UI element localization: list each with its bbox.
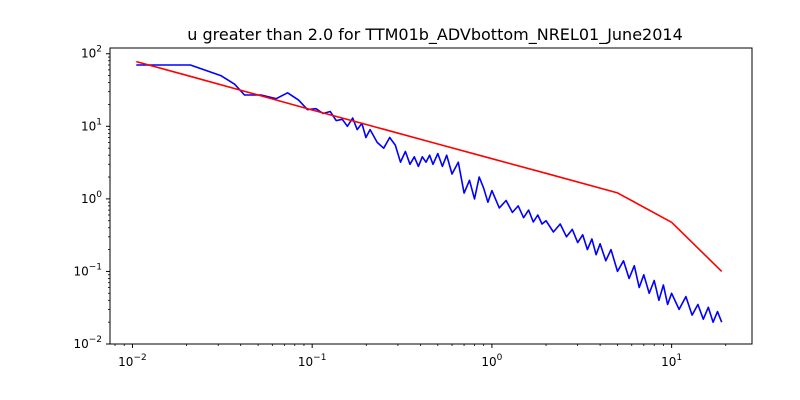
x-tick-base: 10 xyxy=(118,355,133,369)
y-tick-label: 10−2 xyxy=(73,335,102,351)
fit-line xyxy=(136,60,723,272)
plot-frame xyxy=(109,47,753,345)
y-tick-label: 101 xyxy=(81,117,102,133)
y-tick-exponent: −2 xyxy=(89,335,102,345)
x-axis: 10−2 10−1 100 101 xyxy=(114,344,727,369)
x-tick-base: 10 xyxy=(298,355,313,369)
chart-title: u greater than 2.0 for TTM01b_ADVbottom_… xyxy=(187,25,683,45)
y-tick-label: 10−1 xyxy=(73,262,102,278)
y-tick-exponent: −1 xyxy=(89,262,102,272)
y-tick-base: 10 xyxy=(73,337,88,351)
y-tick-label: 102 xyxy=(81,45,102,61)
y-tick-base: 10 xyxy=(81,119,96,133)
y-tick-exponent: 0 xyxy=(96,190,102,200)
y-tick-exponent: 2 xyxy=(96,45,102,55)
x-tick-base: 10 xyxy=(481,355,496,369)
x-tick-label: 10−2 xyxy=(118,353,147,369)
y-tick-base: 10 xyxy=(73,264,88,278)
x-tick-exponent: −2 xyxy=(133,353,146,363)
x-tick-exponent: 1 xyxy=(676,353,682,363)
y-tick-label: 100 xyxy=(81,190,102,206)
x-tick-label: 101 xyxy=(661,353,682,369)
x-tick-base: 10 xyxy=(661,355,676,369)
spectrum-line xyxy=(136,64,723,324)
x-tick-label: 100 xyxy=(481,353,502,369)
x-tick-exponent: 0 xyxy=(497,353,503,363)
y-tick-base: 10 xyxy=(81,192,96,206)
y-tick-exponent: 1 xyxy=(96,117,102,127)
y-tick-base: 10 xyxy=(81,47,96,61)
series-group xyxy=(136,60,723,324)
x-tick-label: 10−1 xyxy=(298,353,327,369)
x-tick-exponent: −1 xyxy=(313,353,326,363)
